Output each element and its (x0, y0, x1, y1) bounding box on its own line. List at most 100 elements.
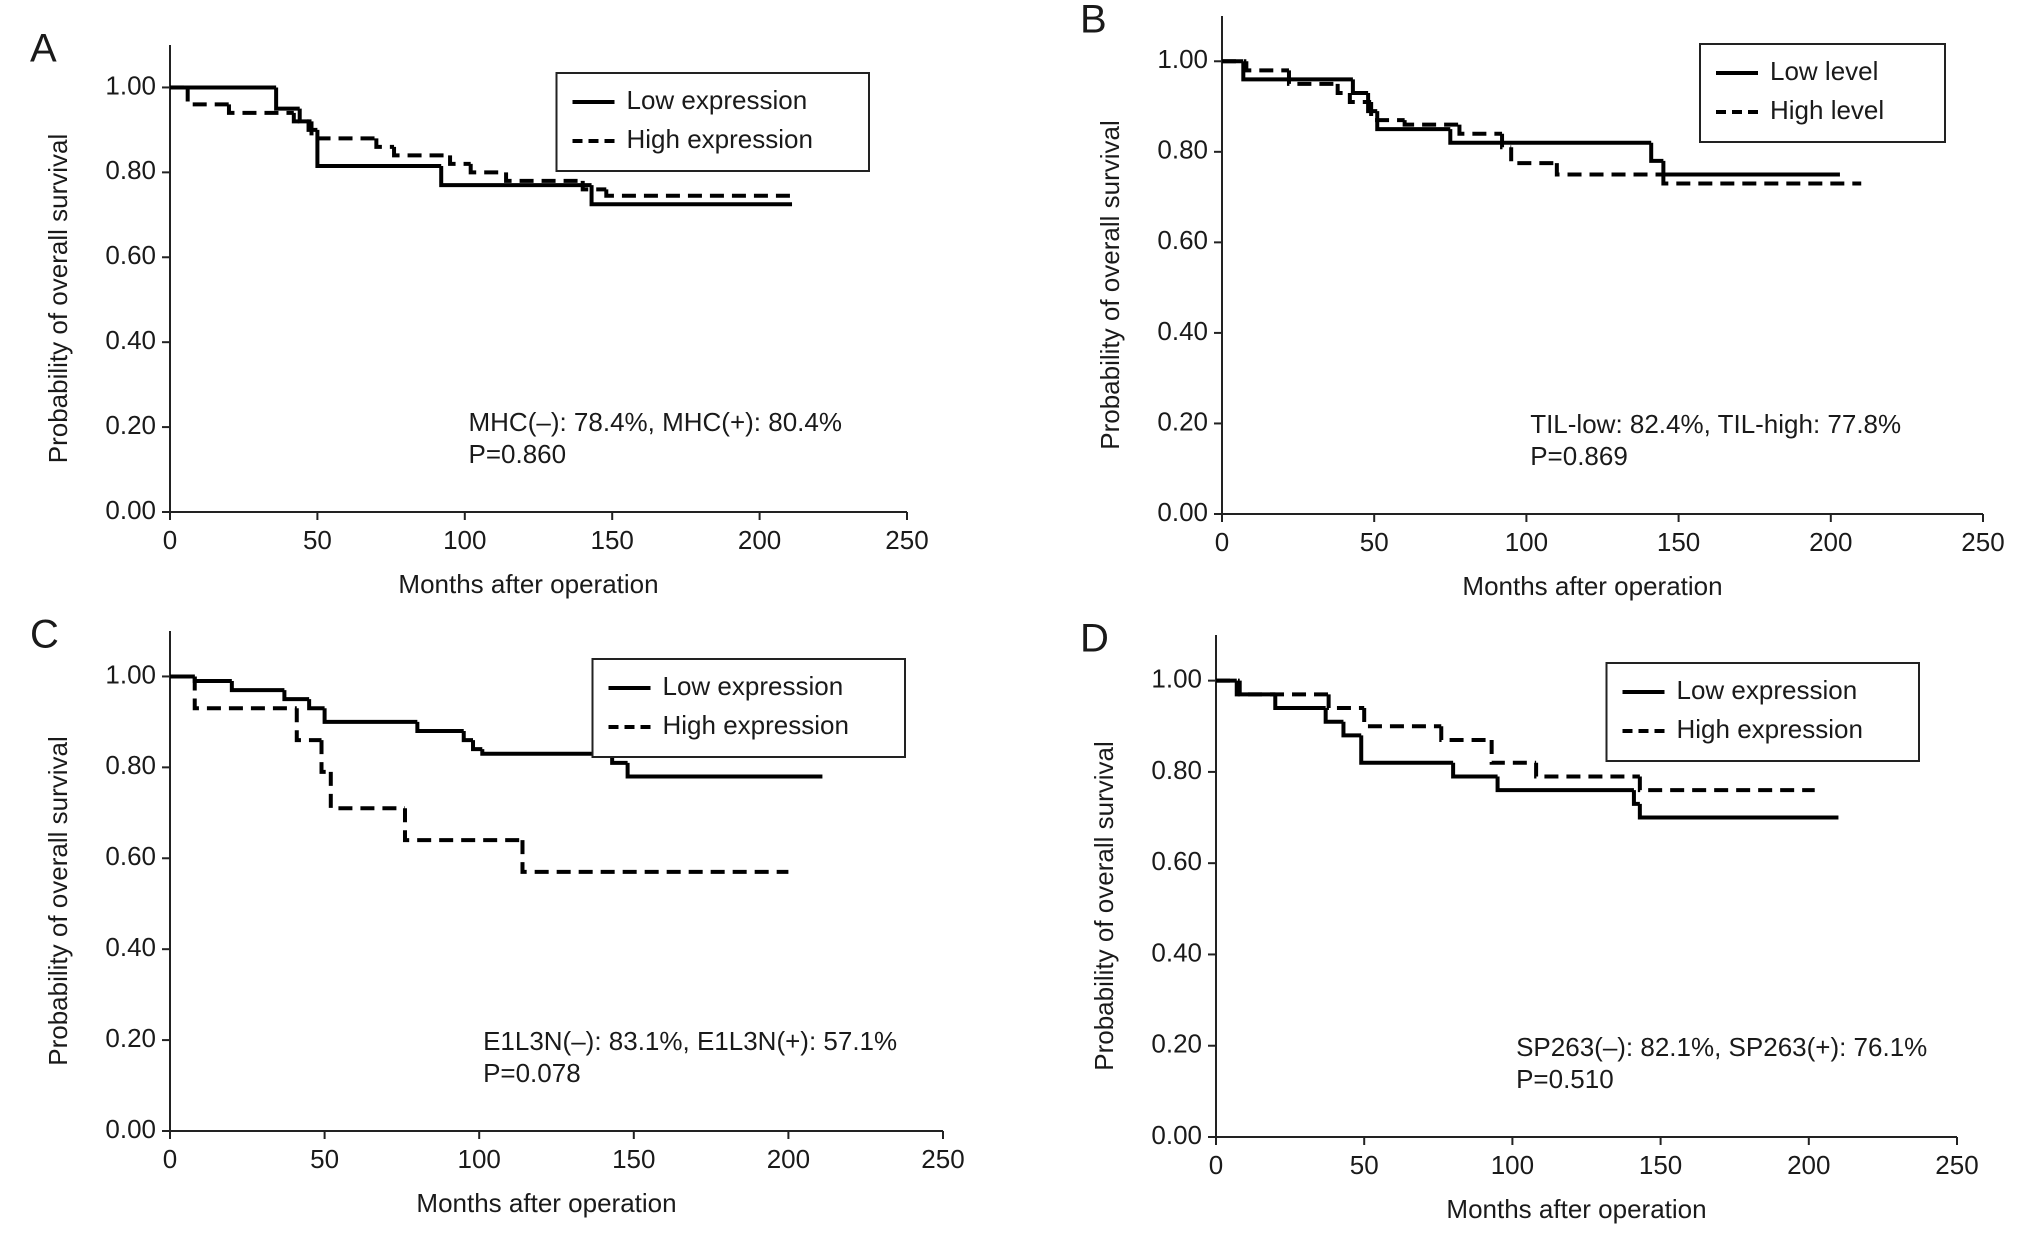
step-segment (480, 749, 613, 756)
annotation: E1L3N(–): 83.1%, E1L3N(+): 57.1% (483, 1026, 897, 1056)
x-tick-label: 100 (443, 525, 486, 555)
legend-box (555, 72, 870, 172)
y-tick-label: 0.40 (1157, 316, 1208, 346)
x-tick-label: 200 (1809, 527, 1852, 557)
x-tick-label: 0 (163, 1144, 177, 1174)
step-segment (580, 180, 607, 192)
step-segment (291, 112, 312, 124)
step-segment (1362, 708, 1442, 729)
step-segment (520, 840, 789, 874)
x-tick-label: 150 (591, 525, 634, 555)
x-tick-label: 250 (1961, 527, 2004, 557)
step-segment (589, 185, 793, 207)
y-tick-label: 0.20 (1157, 406, 1208, 436)
step-segment (374, 138, 395, 149)
step-segment (306, 121, 318, 132)
step-segment (1489, 739, 1537, 765)
step-segment (282, 690, 310, 702)
y-tick-label: 0.60 (1157, 225, 1208, 255)
x-tick-label: 150 (1657, 527, 1700, 557)
y-axis-label: Probability of overall survival (43, 134, 73, 463)
step-segment (192, 676, 232, 683)
step-segment (1439, 726, 1492, 742)
panel-letter: B (1080, 0, 1107, 42)
y-tick-label: 1.00 (105, 70, 156, 100)
y-axis-label: Probability of overall survival (43, 736, 73, 1065)
legend-box (591, 658, 906, 758)
x-axis-label: Months after operation (398, 569, 658, 599)
y-axis-label: Probability of overall survival (1089, 741, 1119, 1070)
y-tick-label: 1.00 (1157, 44, 1208, 74)
annotation: P=0.860 (468, 439, 566, 469)
step-segment (439, 165, 592, 188)
step-segment (1237, 680, 1329, 697)
x-tick-label: 50 (310, 1144, 339, 1174)
x-tick-label: 0 (1209, 1150, 1223, 1180)
step-segment (1326, 694, 1365, 711)
x-axis-label: Months after operation (416, 1188, 676, 1218)
x-tick-label: 200 (1787, 1150, 1830, 1180)
step-segment (1661, 160, 1840, 177)
step-segment (1637, 803, 1839, 820)
step-segment (1661, 174, 1862, 186)
step-segment (1366, 92, 1378, 114)
annotation: SP263(–): 82.1%, SP263(+): 76.1% (1516, 1032, 1927, 1062)
x-tick-label: 0 (1215, 527, 1229, 557)
step-segment (307, 699, 325, 711)
x-tick-label: 100 (1505, 527, 1548, 557)
x-tick-label: 0 (163, 525, 177, 555)
x-tick-label: 150 (1639, 1150, 1682, 1180)
legend-label: Low expression (663, 671, 844, 701)
step-segment (1341, 721, 1362, 738)
step-segment (1323, 708, 1344, 724)
legend-label: High expression (627, 124, 813, 154)
y-tick-label: 0.40 (105, 932, 156, 962)
y-tick-label: 0.00 (1157, 497, 1208, 527)
legend-box (1699, 43, 1946, 143)
step-segment (1273, 694, 1326, 711)
step-segment (415, 721, 464, 733)
step-segment (1534, 762, 1640, 779)
x-tick-label: 100 (1491, 1150, 1534, 1180)
annotation: P=0.078 (483, 1058, 581, 1088)
step-segment (1402, 120, 1460, 127)
step-segment (402, 808, 523, 843)
annotation: TIL-low: 82.4%, TIL-high: 77.8% (1530, 409, 1901, 439)
step-segment (471, 740, 483, 752)
legend-label: High expression (663, 710, 849, 740)
step-segment (1286, 70, 1338, 86)
step-segment (192, 676, 297, 711)
step-segment (1244, 61, 1289, 73)
step-segment (1509, 147, 1557, 166)
panel-letter: D (1080, 617, 1109, 661)
x-tick-label: 200 (767, 1144, 810, 1174)
step-segment (1241, 61, 1353, 82)
step-segment (461, 731, 474, 743)
annotation: MHC(–): 78.4%, MHC(+): 80.4% (468, 407, 841, 437)
step-segment (448, 155, 471, 166)
y-tick-label: 0.00 (105, 495, 156, 525)
step-segment (1457, 124, 1503, 136)
step-segment (1234, 680, 1276, 697)
x-tick-label: 250 (921, 1144, 964, 1174)
step-segment (1451, 762, 1498, 779)
step-segment (1448, 129, 1652, 145)
annotation: P=0.869 (1530, 441, 1628, 471)
x-tick-label: 250 (1935, 1150, 1978, 1180)
x-axis-label: Months after operation (1446, 1194, 1706, 1224)
step-segment (185, 87, 229, 107)
annotation: P=0.510 (1516, 1064, 1614, 1094)
step-segment (1335, 83, 1350, 95)
y-tick-label: 0.20 (105, 1023, 156, 1053)
y-tick-label: 1.00 (1151, 664, 1202, 694)
y-tick-label: 0.80 (1157, 135, 1208, 165)
step-segment (297, 108, 309, 124)
step-segment (328, 771, 405, 811)
step-segment (315, 129, 442, 168)
survival-curve (1216, 678, 1815, 793)
y-tick-label: 0.60 (105, 240, 156, 270)
step-segment (319, 740, 331, 774)
y-tick-label: 0.00 (105, 1114, 156, 1144)
